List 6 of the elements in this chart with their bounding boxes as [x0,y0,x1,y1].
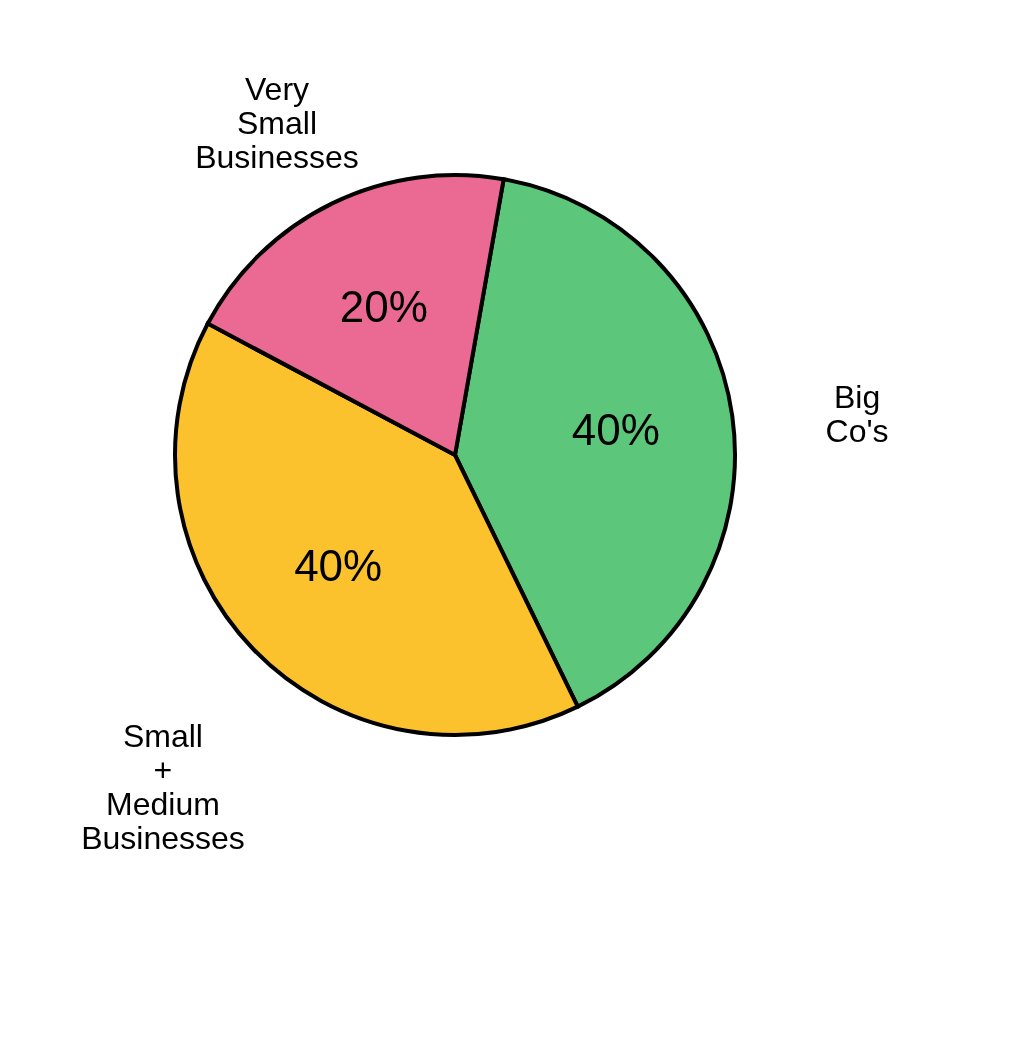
data-label: 40% [571,405,660,455]
data-label: 40% [294,540,383,590]
slice-label: Very Small Businesses [195,71,359,176]
data-label: 20% [339,282,428,332]
slice-label: Small + Medium Businesses [81,718,245,857]
slice-label: Big Co's [825,379,889,450]
